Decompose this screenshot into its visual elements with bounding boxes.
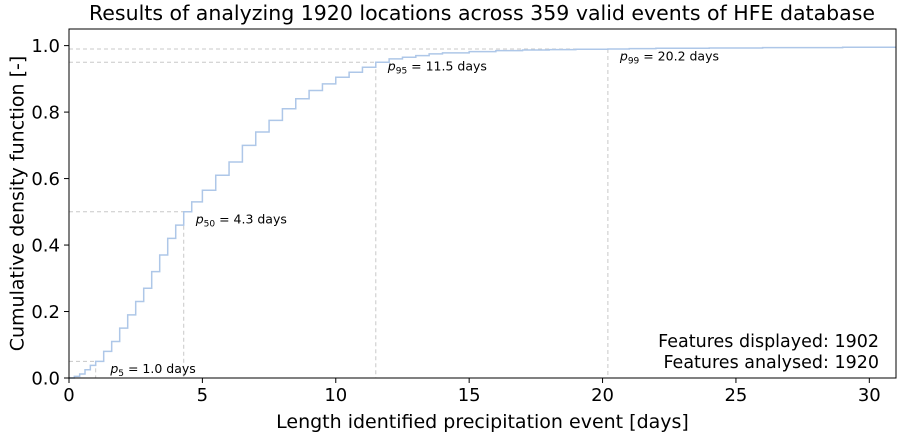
y-tick-label: 0.4 bbox=[31, 235, 60, 256]
x-tick-label: 15 bbox=[458, 385, 481, 406]
y-axis-label: Cumulative density function [-] bbox=[7, 56, 29, 352]
axis-ticks: 0 5 10 15 20 25 30 0.0 0.2 0.4 0.6 0.8 1.0 bbox=[31, 36, 880, 406]
series-layer bbox=[69, 46, 896, 379]
cdf-series-line-0 bbox=[69, 46, 896, 379]
x-tick-label: 25 bbox=[724, 385, 747, 406]
x-tick-label: 0 bbox=[63, 385, 74, 406]
plot-frame bbox=[68, 28, 897, 379]
y-tick-label: 0.8 bbox=[31, 102, 60, 123]
x-tick-label: 10 bbox=[324, 385, 347, 406]
features-displayed-label: Features displayed: 1902 bbox=[658, 332, 879, 352]
percentile-label-5: p5 = 1.0 days bbox=[109, 361, 195, 379]
y-tick-label: 0.6 bbox=[31, 169, 60, 190]
percentile-annotations: p5 = 1.0 days p50 = 4.3 days p95 = 11.5 da… bbox=[109, 49, 719, 379]
features-analysed-label: Features analysed: 1920 bbox=[663, 353, 879, 373]
y-tick-label: 0.2 bbox=[31, 302, 60, 323]
y-tick-label: 1.0 bbox=[31, 36, 60, 57]
percentile-label-50: p50 = 4.3 days bbox=[195, 211, 287, 229]
x-tick-label: 30 bbox=[858, 385, 881, 406]
chart-title: Results of analyzing 1920 locations acro… bbox=[89, 1, 875, 25]
x-axis-label: Length identified precipitation event [d… bbox=[276, 411, 689, 433]
x-tick-label: 5 bbox=[197, 385, 208, 406]
percentile-reference-lines bbox=[69, 48, 609, 378]
percentile-label-99: p99 = 20.2 days bbox=[619, 49, 719, 67]
x-tick-label: 20 bbox=[591, 385, 614, 406]
percentile-label-95: p95 = 11.5 days bbox=[387, 59, 487, 77]
y-tick-label: 0.0 bbox=[31, 368, 60, 389]
